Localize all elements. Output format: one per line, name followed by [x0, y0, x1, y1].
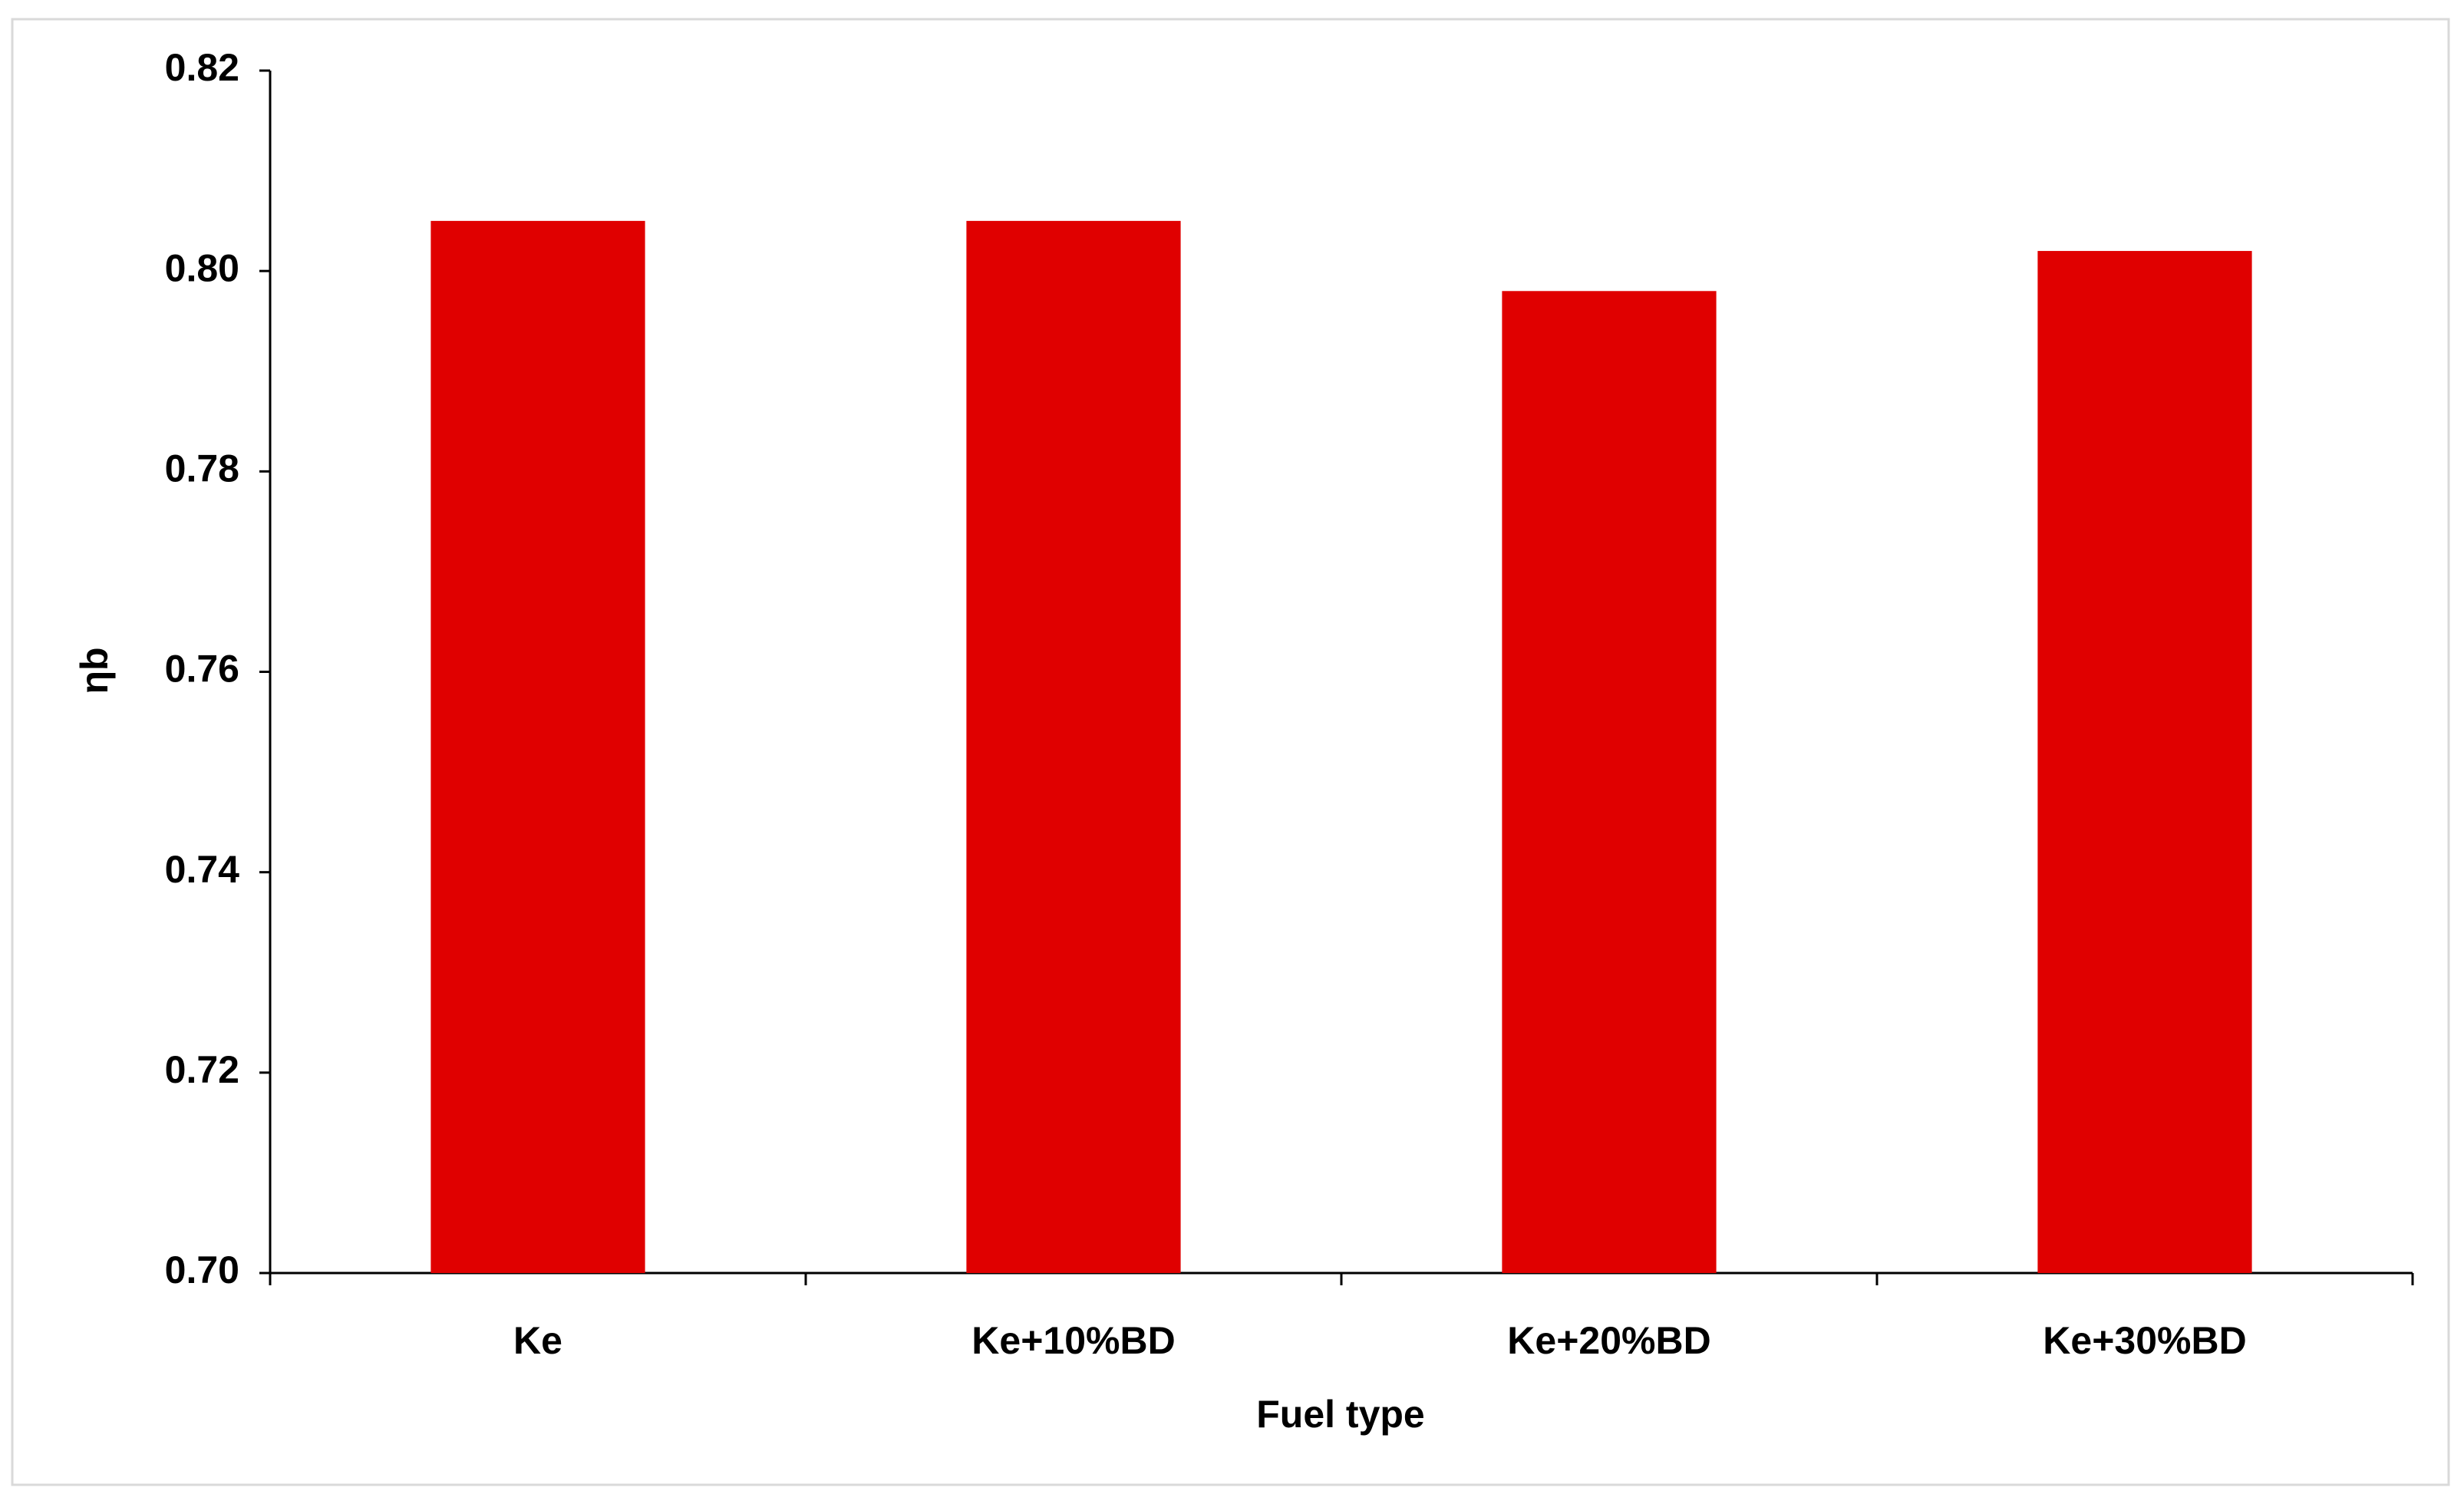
x-tick-label: Ke — [513, 1319, 562, 1362]
y-tick-label: 0.74 — [165, 848, 240, 891]
y-tick-label: 0.78 — [165, 447, 239, 490]
bar — [430, 220, 645, 1273]
y-tick-label: 0.72 — [165, 1048, 239, 1091]
bar — [966, 220, 1181, 1273]
x-axis-title: Fuel type — [1256, 1393, 1424, 1436]
x-tick-label: Ke+10%BD — [971, 1319, 1175, 1362]
y-axis-title: ηb — [73, 647, 116, 694]
bar — [2037, 251, 2252, 1273]
x-tick-label: Ke+30%BD — [2043, 1319, 2246, 1362]
bar — [1502, 291, 1717, 1273]
y-tick-label: 0.76 — [165, 648, 239, 691]
y-tick-label: 0.80 — [165, 246, 239, 289]
y-tick-label: 0.70 — [165, 1248, 239, 1291]
x-tick-label: Ke+20%BD — [1507, 1319, 1710, 1362]
y-tick-label: 0.82 — [165, 46, 239, 89]
